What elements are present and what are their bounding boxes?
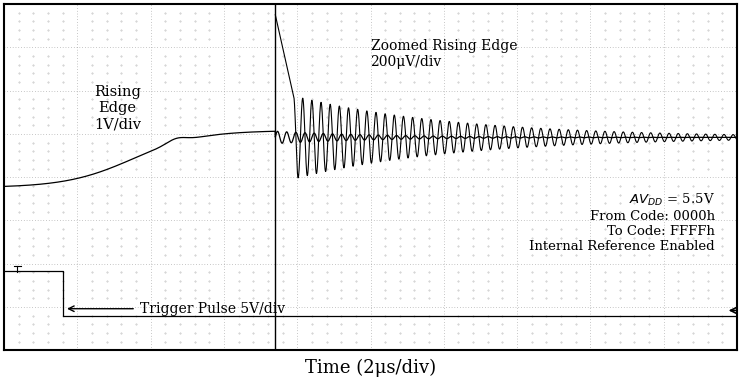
Text: Rising
Edge
1V/div: Rising Edge 1V/div (94, 85, 142, 131)
Text: $AV_{DD}$ = 5.5V
From Code: 0000h
    To Code: FFFFh
Internal Reference Enabled: $AV_{DD}$ = 5.5V From Code: 0000h To Cod… (529, 192, 715, 253)
Text: Trigger Pulse 5V/div: Trigger Pulse 5V/div (140, 302, 285, 316)
Text: Zoomed Rising Edge
200μV/div: Zoomed Rising Edge 200μV/div (370, 39, 517, 69)
X-axis label: Time (2μs/div): Time (2μs/div) (305, 359, 436, 377)
